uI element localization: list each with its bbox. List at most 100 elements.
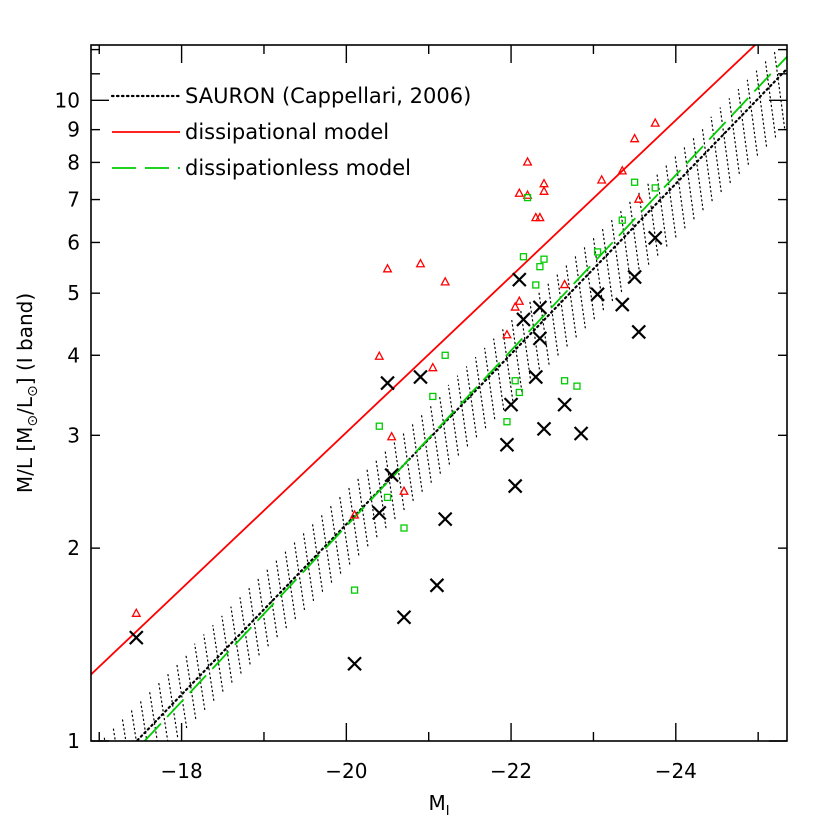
- sauron-band-hatch: [665, 162, 677, 238]
- data-points: [129, 117, 663, 672]
- sauron-band-hatch: [95, 746, 105, 810]
- triangle-point: [650, 117, 661, 127]
- square-point: [532, 281, 540, 289]
- cross-stroke: [573, 426, 589, 441]
- cross-stroke: [512, 272, 527, 287]
- triangle-point: [502, 329, 512, 339]
- cross-stroke: [557, 397, 572, 412]
- cross-point: [347, 656, 362, 672]
- sauron-band-hatch: [511, 320, 523, 393]
- x-axis-label-sub: I: [446, 804, 450, 819]
- sauron-band-hatch: [148, 689, 158, 741]
- sauron-band-hatch: [629, 199, 641, 274]
- x-axis-label: MI: [428, 791, 449, 819]
- cross-point: [647, 230, 663, 246]
- sauron-band-hatch: [393, 440, 405, 511]
- cross-stroke: [396, 609, 412, 625]
- y-tick-label: 2: [67, 536, 80, 560]
- triangle-point: [510, 301, 521, 311]
- triangle-point: [539, 178, 549, 188]
- square-point: [375, 422, 383, 430]
- tick-labels: −18 −20 −22 −24 1 2 3 4 5 6 7 8 9 10: [55, 88, 697, 783]
- sauron-band-hatch: [493, 338, 505, 411]
- square-point: [515, 388, 523, 397]
- sauron-band-hatch: [692, 135, 704, 211]
- cross-point: [590, 287, 605, 302]
- sauron-band-hatch: [529, 301, 541, 374]
- cross-point: [499, 437, 515, 453]
- x-tick-label: −18: [160, 759, 202, 783]
- triangle-point: [535, 212, 545, 222]
- cross-stroke: [384, 467, 399, 483]
- sauron-band-hatch: [502, 329, 514, 402]
- square-point: [400, 524, 408, 532]
- triangle-point: [617, 165, 628, 175]
- triangle-point: [427, 362, 438, 372]
- cross-stroke: [532, 331, 548, 346]
- sauron-band-hatch: [157, 680, 169, 741]
- sauron-band-hatch: [638, 190, 650, 265]
- sauron-band-hatch: [701, 125, 713, 202]
- square-point: [560, 377, 569, 385]
- cross-point: [129, 630, 144, 645]
- triangle-point: [629, 133, 640, 143]
- cross-stroke: [129, 630, 144, 645]
- square-point: [350, 586, 359, 594]
- sauron-band-hatch: [538, 292, 550, 365]
- sauron-band-hatch: [583, 246, 595, 320]
- y-tick-label: 1: [67, 729, 80, 753]
- sauron-band-hatch: [402, 430, 414, 502]
- triangle-point: [399, 485, 409, 495]
- square-point: [519, 253, 528, 261]
- sauron-band-hatch: [103, 735, 106, 741]
- triangle-point: [539, 185, 549, 195]
- cross-point: [532, 300, 548, 315]
- cross-point: [557, 397, 572, 412]
- sauron-band-hatch: [737, 88, 749, 165]
- triangle-point: [633, 193, 644, 203]
- sauron-band-hatch: [719, 107, 731, 184]
- sauron-band-hatch: [420, 412, 432, 483]
- cross-point: [627, 269, 642, 285]
- triangle-point: [440, 276, 451, 286]
- triangle-point: [374, 350, 385, 360]
- square-point: [429, 392, 437, 401]
- square-point: [511, 377, 519, 385]
- triangle-point: [522, 156, 533, 166]
- sauron-band-hatch: [357, 477, 369, 547]
- sauron-band-hatch: [330, 504, 342, 574]
- sauron-band-hatch: [411, 421, 423, 492]
- sauron-band-hatch: [339, 495, 351, 565]
- plot-frame: [90, 44, 788, 742]
- cross-stroke: [372, 505, 387, 521]
- triangle-point: [386, 431, 397, 441]
- cross-stroke: [503, 397, 519, 412]
- cross-point: [528, 369, 544, 385]
- square-point: [503, 418, 511, 426]
- cross-point: [573, 426, 589, 441]
- cross-stroke: [516, 312, 531, 327]
- sauron-band-hatch: [674, 153, 686, 229]
- square-point: [593, 248, 602, 256]
- sauron-band-hatch: [601, 227, 614, 302]
- cross-point: [429, 578, 445, 593]
- sauron-band-hatch: [764, 61, 777, 138]
- legend-label: dissipationless model: [185, 156, 411, 180]
- cross-point: [396, 609, 412, 625]
- axis-ticks: [91, 45, 787, 742]
- sauron-band-hatch: [221, 615, 233, 683]
- cross-point: [532, 331, 548, 346]
- sauron-band-hatch: [348, 486, 360, 556]
- cross-stroke: [647, 230, 663, 246]
- sauron-band-hatch: [755, 70, 768, 147]
- cross-point: [380, 375, 395, 391]
- sauron-band-hatch: [438, 393, 450, 465]
- y-tick-label: 4: [67, 343, 80, 367]
- square-point: [383, 493, 392, 502]
- sauron-band-hatch: [121, 717, 127, 741]
- cross-point: [372, 505, 387, 521]
- cross-point: [512, 272, 527, 287]
- square-point: [573, 382, 581, 390]
- sauron-band-hatch: [320, 514, 333, 583]
